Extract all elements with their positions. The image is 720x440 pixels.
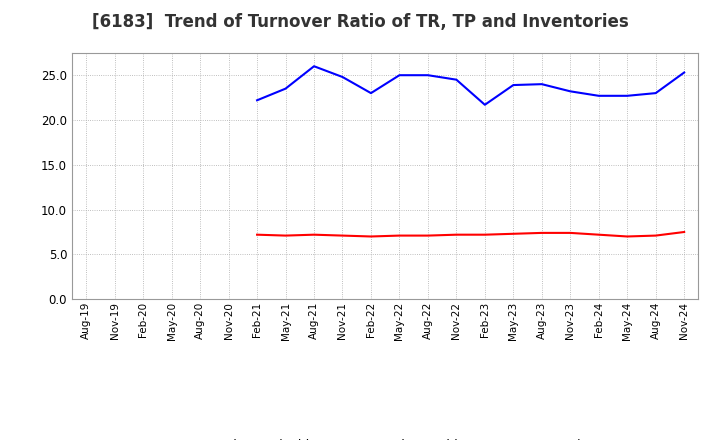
Trade Receivables [395, 233, 404, 238]
Trade Payables [338, 74, 347, 80]
Trade Receivables [452, 232, 461, 237]
Line: Trade Receivables: Trade Receivables [257, 232, 684, 236]
Trade Receivables [595, 232, 603, 237]
Trade Receivables [623, 234, 631, 239]
Trade Payables [566, 89, 575, 94]
Trade Receivables [253, 232, 261, 237]
Trade Payables [680, 70, 688, 75]
Trade Payables [366, 91, 375, 96]
Trade Receivables [423, 233, 432, 238]
Trade Receivables [537, 230, 546, 235]
Text: [6183]  Trend of Turnover Ratio of TR, TP and Inventories: [6183] Trend of Turnover Ratio of TR, TP… [91, 13, 629, 31]
Trade Payables [282, 86, 290, 91]
Trade Receivables [680, 229, 688, 235]
Trade Receivables [652, 233, 660, 238]
Trade Payables [509, 82, 518, 88]
Trade Receivables [338, 233, 347, 238]
Trade Payables [537, 81, 546, 87]
Line: Trade Payables: Trade Payables [257, 66, 684, 105]
Trade Receivables [509, 231, 518, 236]
Trade Payables [395, 73, 404, 78]
Trade Payables [423, 73, 432, 78]
Trade Payables [310, 64, 318, 69]
Trade Payables [595, 93, 603, 99]
Trade Payables [480, 102, 489, 107]
Trade Payables [652, 91, 660, 96]
Trade Payables [452, 77, 461, 82]
Trade Receivables [480, 232, 489, 237]
Trade Receivables [366, 234, 375, 239]
Trade Receivables [566, 230, 575, 235]
Trade Payables [623, 93, 631, 99]
Trade Receivables [282, 233, 290, 238]
Trade Payables [253, 98, 261, 103]
Trade Receivables [310, 232, 318, 237]
Legend: Trade Receivables, Trade Payables, Inventories: Trade Receivables, Trade Payables, Inven… [170, 433, 600, 440]
